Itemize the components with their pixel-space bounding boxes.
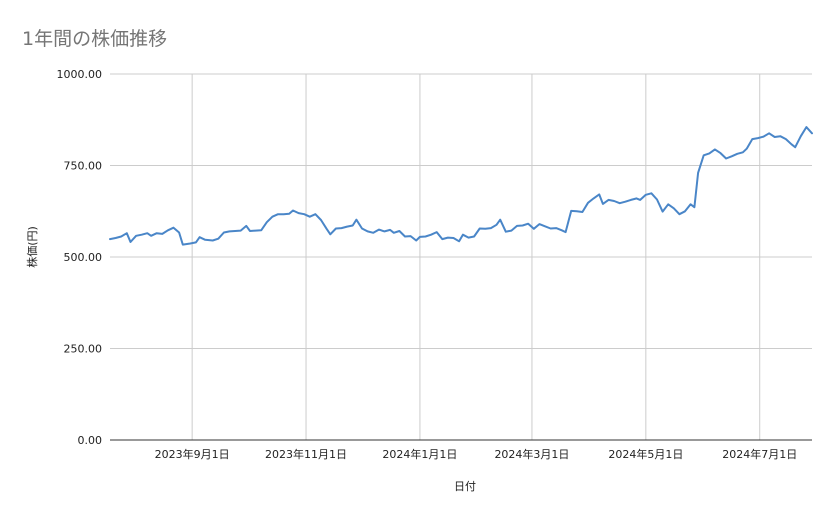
- x-axis-ticks: 2023年9月1日 2023年11月1日 2024年1月1日 2024年3月1日 202…: [155, 447, 798, 461]
- y-axis-ticks: 0.00 250.00 500.00 750.00 1000.00: [57, 68, 103, 447]
- y-tick-label: 1000.00: [57, 68, 103, 81]
- y-tick-label: 250.00: [64, 343, 103, 356]
- x-tick-label: 2024年3月1日: [494, 447, 569, 461]
- y-tick-label: 750.00: [64, 160, 103, 173]
- x-tick-label: 2023年9月1日: [155, 447, 230, 461]
- horizontal-gridlines: [110, 73, 812, 349]
- series-line: [109, 126, 813, 246]
- y-tick-label: 0.00: [78, 434, 103, 447]
- y-axis-label: 株価(円): [25, 226, 39, 268]
- x-tick-label: 2024年7月1日: [722, 447, 797, 461]
- x-axis-label: 日付: [454, 480, 476, 493]
- x-tick-label: 2023年11月1日: [265, 447, 347, 461]
- y-tick-label: 500.00: [64, 251, 103, 264]
- x-tick-label: 2024年5月1日: [608, 447, 683, 461]
- x-tick-label: 2024年1月1日: [382, 447, 457, 461]
- chart-title: 1年間の株価推移: [22, 28, 168, 50]
- vertical-gridlines: [191, 74, 761, 440]
